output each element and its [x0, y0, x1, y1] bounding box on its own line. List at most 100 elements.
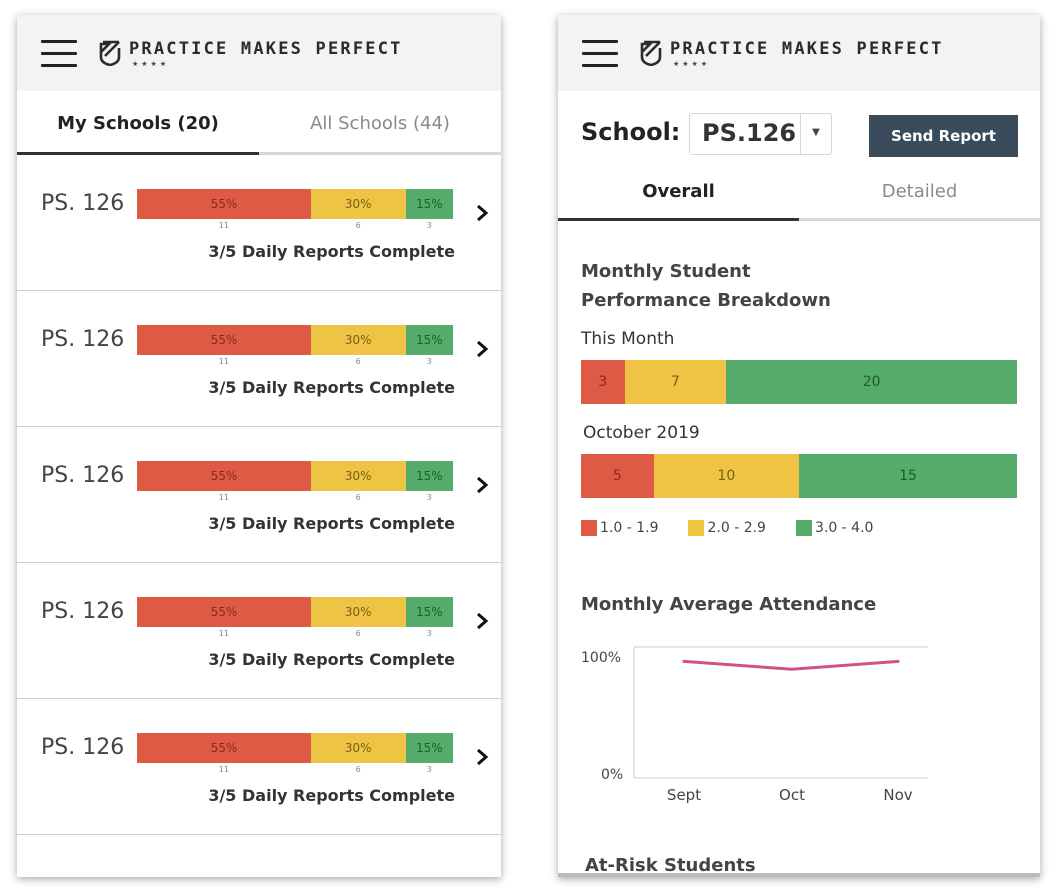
attendance-point [790, 667, 794, 671]
brand-name: PRACTICE MAKES PERFECT [129, 39, 403, 59]
legend-item: 3.0 - 4.0 [795, 520, 874, 536]
score-count: 3 [426, 765, 432, 774]
caret-down-icon[interactable]: ▼ [812, 127, 820, 138]
score-segment-green: 15% [405, 325, 453, 355]
score-count: 11 [218, 629, 229, 638]
score-segment-red: 55% [137, 325, 311, 355]
daily-reports-status: 3/5 Daily Reports Complete [208, 650, 455, 669]
chevron-right-icon[interactable] [475, 339, 489, 359]
performance-segment-red: 5 [581, 454, 654, 498]
bar-label-this-month: This Month [581, 329, 675, 349]
performance-segment-yellow: 7 [624, 360, 727, 404]
legend-item: 1.0 - 1.9 [581, 520, 658, 536]
school-list-item[interactable]: PS. 126 55% 30% 15% 11 6 3 3/5 Daily Reports… [17, 291, 501, 427]
daily-reports-status: 3/5 Daily Reports Complete [208, 242, 455, 261]
shield-logo-icon [99, 40, 121, 66]
score-segment-red: 55% [137, 189, 311, 219]
tab-overall[interactable]: Overall [558, 163, 799, 221]
attendance-title: Monthly Average Attendance [581, 594, 877, 615]
chevron-right-icon[interactable] [475, 611, 489, 631]
school-list-item[interactable]: PS. 126 55% 30% 15% 11 6 3 3/5 Daily Reports… [17, 427, 501, 563]
score-count: 11 [218, 493, 229, 502]
legend-label: 3.0 - 4.0 [814, 520, 874, 536]
send-report-button[interactable]: Send Report [869, 115, 1018, 157]
performance-segment-red: 3 [581, 360, 625, 404]
score-count: 11 [218, 765, 229, 774]
score-counts: 11 6 3 [137, 493, 453, 503]
score-count: 3 [426, 629, 432, 638]
score-counts: 11 6 3 [137, 357, 453, 367]
school-name: PS. 126 [41, 191, 125, 216]
brand-name: PRACTICE MAKES PERFECT [670, 39, 944, 59]
menu-icon[interactable] [582, 40, 618, 68]
brand-stars: ★★★★ [673, 60, 711, 68]
legend-swatch-green [795, 520, 812, 536]
attendance-point [896, 659, 900, 663]
legend-swatch-yellow [688, 520, 705, 536]
view-tabs: Overall Detailed [558, 163, 1040, 221]
bar-label-october: October 2019 [583, 423, 700, 443]
score-count: 6 [355, 221, 361, 230]
school-name: PS. 126 [41, 735, 125, 760]
legend-item: 2.0 - 2.9 [688, 520, 766, 536]
brand-stars: ★★★★ [132, 60, 170, 68]
performance-title-line2: Performance Breakdown [581, 290, 831, 311]
score-segment-yellow: 30% [310, 189, 406, 219]
menu-icon[interactable] [41, 40, 77, 68]
school-tabs: My Schools (20) All Schools (44) [17, 91, 501, 155]
score-segment-green: 15% [405, 597, 453, 627]
performance-bar-this-month: 3 7 20 [581, 360, 1017, 404]
score-bar: 55% 30% 15% [137, 325, 453, 355]
score-count: 11 [218, 221, 229, 230]
daily-reports-status: 3/5 Daily Reports Complete [208, 514, 455, 533]
school-name: PS. 126 [41, 327, 125, 352]
score-count: 3 [426, 357, 432, 366]
score-counts: 11 6 3 [137, 221, 453, 231]
x-tick-label: Oct [779, 786, 805, 804]
tab-my-schools[interactable]: My Schools (20) [17, 91, 259, 155]
tab-detailed[interactable]: Detailed [881, 181, 958, 202]
school-detail-screen: PRACTICE MAKES PERFECT ★★★★ School: PS.1… [558, 15, 1040, 877]
school-select-value: PS.126 [690, 114, 801, 154]
school-list-screen: PRACTICE MAKES PERFECT ★★★★ My Schools (… [17, 15, 501, 877]
score-count: 6 [355, 357, 361, 366]
score-segment-red: 55% [137, 461, 311, 491]
score-segment-green: 15% [405, 189, 453, 219]
score-segment-green: 15% [405, 733, 453, 763]
performance-segment-green: 15 [798, 454, 1017, 498]
performance-bar-october: 5 10 15 [581, 454, 1017, 498]
screen-bottom-edge [558, 873, 1040, 877]
score-count: 6 [355, 765, 361, 774]
school-list-item[interactable]: PS. 126 55% 30% 15% 11 6 3 3/5 Daily Reports… [17, 155, 501, 291]
score-counts: 11 6 3 [137, 765, 453, 775]
shield-logo-icon [640, 40, 662, 66]
chevron-right-icon[interactable] [475, 475, 489, 495]
score-bar: 55% 30% 15% [137, 733, 453, 763]
school-list-item[interactable]: PS. 126 55% 30% 15% 11 6 3 3/5 Daily Reports… [17, 563, 501, 699]
at-risk-title: At-Risk Students [585, 855, 756, 876]
school-list: PS. 126 55% 30% 15% 11 6 3 3/5 Daily Reports… [17, 155, 501, 835]
score-bar: 55% 30% 15% [137, 597, 453, 627]
x-tick-label: Nov [883, 786, 912, 804]
chevron-right-icon[interactable] [475, 203, 489, 223]
score-segment-yellow: 30% [310, 461, 406, 491]
score-count: 11 [218, 357, 229, 366]
attendance-series-line [683, 659, 899, 671]
tab-all-schools[interactable]: All Schools (44) [310, 113, 450, 134]
school-list-item[interactable]: PS. 126 55% 30% 15% 11 6 3 3/5 Daily Reports… [17, 699, 501, 835]
school-picker-row: School: PS.126 ▼ Send Report [558, 91, 1040, 163]
performance-segment-yellow: 10 [653, 454, 799, 498]
x-tick-label: Sept [667, 786, 701, 804]
performance-legend: 1.0 - 1.9 2.0 - 2.9 3.0 - 4.0 [581, 520, 903, 536]
score-counts: 11 6 3 [137, 629, 453, 639]
attendance-point [682, 659, 686, 663]
chevron-right-icon[interactable] [475, 747, 489, 767]
score-count: 6 [355, 629, 361, 638]
score-segment-yellow: 30% [310, 733, 406, 763]
school-select[interactable]: PS.126 ▼ [689, 113, 832, 155]
score-segment-red: 55% [137, 597, 311, 627]
legend-label: 2.0 - 2.9 [707, 520, 766, 536]
school-name: PS. 126 [41, 463, 125, 488]
legend-label: 1.0 - 1.9 [600, 520, 659, 536]
performance-segment-green: 20 [726, 360, 1017, 404]
